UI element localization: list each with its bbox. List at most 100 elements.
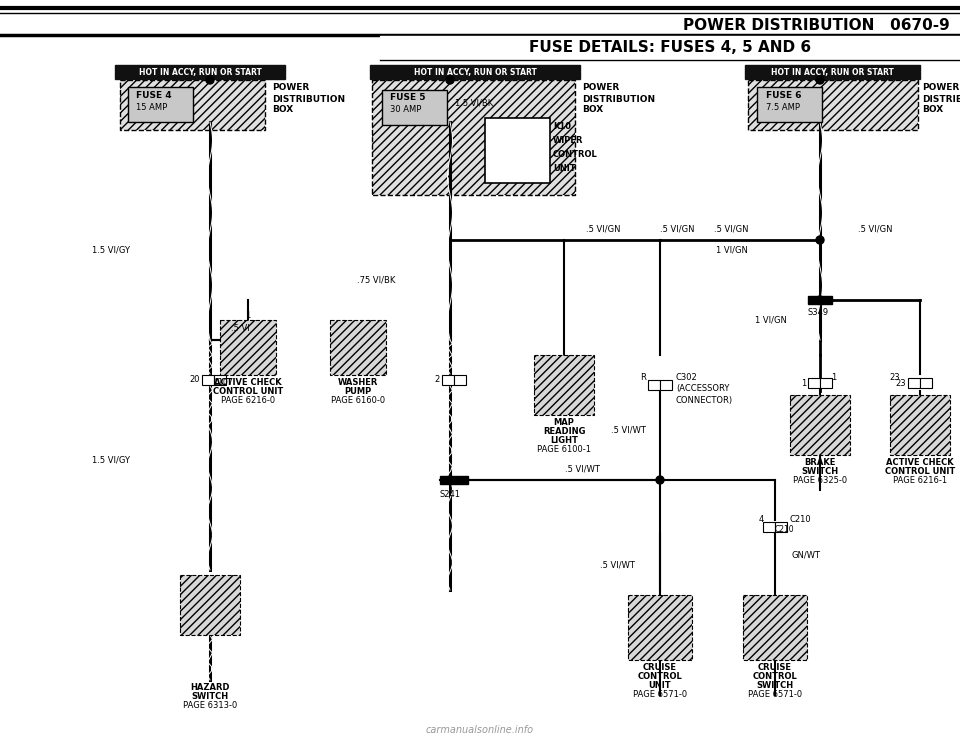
- Bar: [648, 380, 660, 390]
- Text: READING: READING: [542, 427, 586, 436]
- Bar: [775, 522, 787, 532]
- Bar: [380, 36, 960, 58]
- Text: PAGE 6216-0: PAGE 6216-0: [221, 396, 276, 405]
- Bar: [790, 395, 850, 455]
- Text: C210: C210: [775, 525, 795, 534]
- Bar: [534, 355, 594, 415]
- Circle shape: [816, 296, 824, 304]
- Text: UNIT: UNIT: [553, 164, 576, 173]
- Text: PAGE 6571-0: PAGE 6571-0: [748, 690, 802, 699]
- Text: HOT IN ACCY, RUN OR START: HOT IN ACCY, RUN OR START: [138, 67, 261, 77]
- Bar: [763, 522, 775, 532]
- Circle shape: [446, 76, 454, 84]
- Bar: [748, 80, 918, 130]
- Text: 1: 1: [801, 378, 806, 387]
- Text: BRAKE: BRAKE: [804, 458, 836, 467]
- Text: K10: K10: [553, 122, 571, 131]
- Text: SWITCH: SWITCH: [802, 467, 839, 476]
- Text: DISTRIBUTION: DISTRIBUTION: [922, 95, 960, 104]
- Text: CONTROL UNIT: CONTROL UNIT: [885, 467, 955, 476]
- Bar: [370, 65, 580, 79]
- Bar: [180, 575, 240, 635]
- Bar: [214, 375, 226, 385]
- Text: BOX: BOX: [582, 105, 603, 114]
- Circle shape: [816, 236, 824, 244]
- Text: FUSE 5: FUSE 5: [390, 93, 425, 102]
- Text: BOX: BOX: [272, 105, 293, 114]
- Text: CONNECTOR): CONNECTOR): [676, 395, 733, 404]
- Bar: [120, 80, 265, 130]
- Text: 23: 23: [896, 378, 906, 387]
- Bar: [202, 375, 214, 385]
- Text: CRUISE: CRUISE: [643, 663, 677, 672]
- Bar: [628, 595, 692, 660]
- Bar: [128, 87, 193, 122]
- Text: 1 VI/GN: 1 VI/GN: [716, 245, 748, 254]
- Text: UNIT: UNIT: [649, 681, 671, 690]
- Text: CONTROL: CONTROL: [637, 672, 683, 681]
- Text: .5 VI/GN: .5 VI/GN: [713, 224, 748, 233]
- Bar: [534, 355, 594, 415]
- Text: DISTRIBUTION: DISTRIBUTION: [582, 95, 655, 104]
- Text: WASHER: WASHER: [338, 378, 378, 387]
- Text: 15 AMP: 15 AMP: [136, 102, 167, 111]
- Text: 2: 2: [435, 375, 440, 384]
- Text: DISTRIBUTION: DISTRIBUTION: [272, 95, 346, 104]
- Bar: [372, 80, 575, 195]
- Circle shape: [816, 76, 824, 84]
- Bar: [890, 395, 950, 455]
- Bar: [920, 378, 932, 388]
- Circle shape: [656, 476, 664, 484]
- Bar: [745, 65, 920, 79]
- Bar: [372, 80, 575, 195]
- Text: .75 VI/BK: .75 VI/BK: [356, 275, 395, 284]
- Text: C210: C210: [790, 515, 811, 524]
- Text: HOT IN ACCY, RUN OR START: HOT IN ACCY, RUN OR START: [414, 67, 537, 77]
- Text: ACTIVE CHECK: ACTIVE CHECK: [886, 458, 954, 467]
- Text: PAGE 6216-1: PAGE 6216-1: [893, 476, 948, 485]
- Bar: [808, 378, 820, 388]
- Text: 4: 4: [758, 515, 764, 524]
- Bar: [442, 375, 454, 385]
- Text: .5 VI/WT: .5 VI/WT: [565, 464, 600, 473]
- Text: POWER: POWER: [582, 84, 619, 93]
- Text: SWITCH: SWITCH: [191, 692, 228, 701]
- Bar: [660, 380, 672, 390]
- Text: WIPER: WIPER: [553, 136, 584, 145]
- Text: FUSE 4: FUSE 4: [136, 90, 172, 99]
- Bar: [120, 80, 265, 130]
- Text: CONTROL UNIT: CONTROL UNIT: [213, 387, 283, 396]
- Text: PAGE 6160-0: PAGE 6160-0: [331, 396, 385, 405]
- Text: PUMP: PUMP: [345, 387, 372, 396]
- Text: .5 VI/GN: .5 VI/GN: [858, 224, 893, 233]
- Text: .5 VI/WT: .5 VI/WT: [600, 560, 635, 569]
- Bar: [330, 320, 386, 375]
- Text: 30 AMP: 30 AMP: [390, 105, 421, 114]
- Text: carmanualsonline.info: carmanualsonline.info: [426, 725, 534, 735]
- Text: HAZARD: HAZARD: [190, 683, 229, 692]
- Text: POWER: POWER: [922, 84, 959, 93]
- Bar: [820, 378, 832, 388]
- Text: 1: 1: [246, 311, 251, 320]
- Text: .5 VI/WT: .5 VI/WT: [612, 425, 646, 434]
- Bar: [890, 395, 950, 455]
- Text: BOX: BOX: [922, 105, 944, 114]
- Text: 1 VI/GN: 1 VI/GN: [755, 316, 787, 325]
- Bar: [330, 320, 386, 375]
- Text: CONTROL: CONTROL: [553, 150, 598, 159]
- Bar: [220, 320, 276, 375]
- Text: CRUISE: CRUISE: [758, 663, 792, 672]
- Bar: [115, 65, 285, 79]
- Circle shape: [206, 76, 214, 84]
- Text: HOT IN ACCY, RUN OR START: HOT IN ACCY, RUN OR START: [771, 67, 894, 77]
- Text: .5 VI/GN: .5 VI/GN: [660, 224, 694, 233]
- Bar: [757, 87, 822, 122]
- Bar: [790, 395, 850, 455]
- Text: S241: S241: [440, 490, 461, 499]
- Bar: [748, 80, 918, 130]
- Text: C107: C107: [214, 378, 233, 387]
- Bar: [628, 595, 692, 660]
- Text: 7.5 AMP: 7.5 AMP: [766, 102, 800, 111]
- Text: 1: 1: [830, 374, 836, 383]
- Text: 20: 20: [189, 375, 200, 384]
